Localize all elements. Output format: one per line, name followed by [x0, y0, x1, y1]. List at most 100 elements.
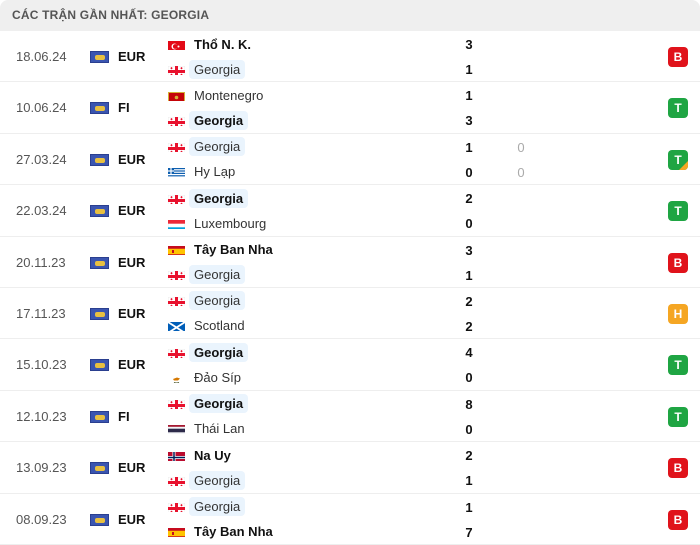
match-row[interactable]: 17.11.23 EUR Georgia Scotland 2 2 H: [0, 288, 700, 340]
match-row[interactable]: 18.06.24 EUR Thổ N. K. Georgia 3 1 B: [0, 31, 700, 83]
home-team-name: Na Uy: [194, 447, 231, 463]
home-score: 1: [465, 499, 473, 515]
match-list: 18.06.24 EUR Thổ N. K. Georgia 3 1 B 10.06…: [0, 31, 700, 545]
home-team-name: Georgia: [189, 137, 246, 157]
result-letter: T: [674, 204, 682, 219]
away-score: 0: [465, 421, 473, 437]
norway-flag-icon: [168, 450, 185, 461]
section-header: CÁC TRẬN GẦN NHẤT: GEORGIA: [0, 0, 700, 31]
home-team-name: Tây Ban Nha: [194, 242, 273, 258]
competition-icon: [90, 153, 109, 166]
away-score: 0: [465, 370, 473, 386]
match-row[interactable]: 22.03.24 EUR Georgia Luxembourg 2 0 T: [0, 185, 700, 237]
home-team[interactable]: Georgia: [168, 342, 249, 362]
result-badge: T: [668, 355, 688, 376]
away-team-name: Georgia: [189, 265, 246, 285]
home-score: 1: [465, 139, 473, 155]
away-score: 7: [465, 524, 473, 540]
home-team-name: Georgia: [189, 342, 249, 362]
match-row[interactable]: 10.06.24 FI Montenegro Georgia 1 3 T: [0, 82, 700, 134]
match-row[interactable]: 08.09.23 EUR Georgia Tây Ban Nha 1 7 B: [0, 494, 700, 545]
home-team-name: Thổ N. K.: [194, 36, 252, 52]
away-team[interactable]: Georgia: [168, 59, 246, 79]
result-badge: B: [668, 47, 688, 67]
home-team[interactable]: Montenegro: [168, 85, 268, 105]
away-team-name: Georgia: [189, 110, 249, 130]
home-team-name: Montenegro: [194, 87, 264, 103]
match-row[interactable]: 13.09.23 EUR Na Uy Georgia 2 1 B: [0, 442, 700, 494]
match-row[interactable]: 15.10.23 EUR Georgia Đảo Síp 4 0 T: [0, 339, 700, 391]
competition-icon: [90, 51, 109, 63]
home-score: 2: [465, 191, 473, 207]
away-score: 0: [465, 216, 473, 232]
competition-icon: [90, 102, 109, 115]
match-date: 18.06.24: [16, 49, 67, 64]
scotland-flag-icon: [168, 320, 185, 332]
away-team[interactable]: Georgia: [168, 470, 246, 490]
away-team-name: Đảo Síp: [194, 369, 241, 385]
home-team-name: Georgia: [189, 291, 246, 311]
georgia-flag-icon: [168, 295, 185, 307]
home-team[interactable]: Tây Ban Nha: [168, 240, 278, 260]
match-date: 17.11.23: [16, 305, 66, 321]
home-team[interactable]: Georgia: [168, 394, 249, 414]
competition-icon: [90, 359, 109, 372]
spain-flag-icon: [168, 244, 185, 256]
away-team[interactable]: Scotland: [168, 316, 250, 336]
competition-label: EUR: [118, 151, 146, 167]
competition-icon: [90, 205, 109, 218]
cyprus-flag-icon: [168, 372, 185, 383]
home-team[interactable]: Georgia: [168, 188, 249, 208]
competition-label: EUR: [118, 203, 146, 219]
away-score: 1: [465, 62, 473, 77]
result-badge: T: [668, 201, 688, 222]
away-score: 2: [465, 318, 473, 334]
home-team[interactable]: Georgia: [168, 291, 246, 311]
match-date: 15.10.23: [16, 357, 67, 373]
turkey-flag-icon: [168, 39, 185, 50]
match-row[interactable]: 27.03.24 EUR Georgia Hy Lạp 1 0 0 0 T: [0, 134, 700, 186]
match-date: 12.10.23: [16, 408, 67, 424]
away-team[interactable]: Tây Ban Nha: [168, 522, 278, 542]
away-team[interactable]: Hy Lạp: [168, 162, 240, 182]
result-letter: B: [673, 461, 683, 476]
match-date: 27.03.24: [16, 151, 67, 167]
competition-label: FI: [118, 408, 130, 424]
competition-icon: [90, 307, 109, 320]
result-letter: T: [674, 409, 682, 424]
result-letter: T: [674, 101, 682, 116]
home-team-name: Georgia: [189, 188, 249, 208]
home-team[interactable]: Georgia: [168, 137, 246, 157]
home-team[interactable]: Na Uy: [168, 445, 236, 465]
away-team[interactable]: Đảo Síp: [168, 367, 246, 387]
georgia-flag-icon: [168, 347, 185, 358]
away-team-name: Tây Ban Nha: [194, 524, 273, 540]
competition-icon: [90, 462, 109, 475]
away-team[interactable]: Thái Lan: [168, 419, 250, 439]
home-score: 4: [465, 345, 473, 361]
competition-label: EUR: [118, 357, 146, 373]
result-badge: B: [668, 252, 688, 273]
match-row[interactable]: 20.11.23 EUR Tây Ban Nha Georgia 3 1 B: [0, 237, 700, 288]
georgia-flag-icon: [168, 64, 185, 75]
luxembourg-flag-icon: [168, 218, 185, 229]
competition-icon: [90, 256, 109, 269]
home-team[interactable]: Georgia: [168, 497, 246, 517]
away-team[interactable]: Georgia: [168, 110, 249, 130]
result-badge: T: [668, 406, 688, 427]
match-row[interactable]: 12.10.23 FI Georgia Thái Lan 8 0 T: [0, 391, 700, 443]
result-badge: T: [668, 149, 688, 170]
competition-label: EUR: [118, 511, 146, 527]
georgia-flag-icon: [168, 193, 185, 204]
away-score: 1: [465, 267, 473, 283]
result-badge: H: [668, 303, 688, 324]
away-team[interactable]: Luxembourg: [168, 213, 271, 233]
home-score: 1: [465, 88, 473, 104]
section-title: CÁC TRẬN GẦN NHẤT: GEORGIA: [12, 8, 210, 22]
home-score: 8: [465, 396, 473, 412]
penalty-corner-mark: [679, 160, 688, 170]
home-team[interactable]: Thổ N. K.: [168, 34, 256, 54]
away-team[interactable]: Georgia: [168, 265, 246, 285]
georgia-flag-icon: [168, 269, 185, 281]
away-score: 1: [465, 473, 473, 489]
